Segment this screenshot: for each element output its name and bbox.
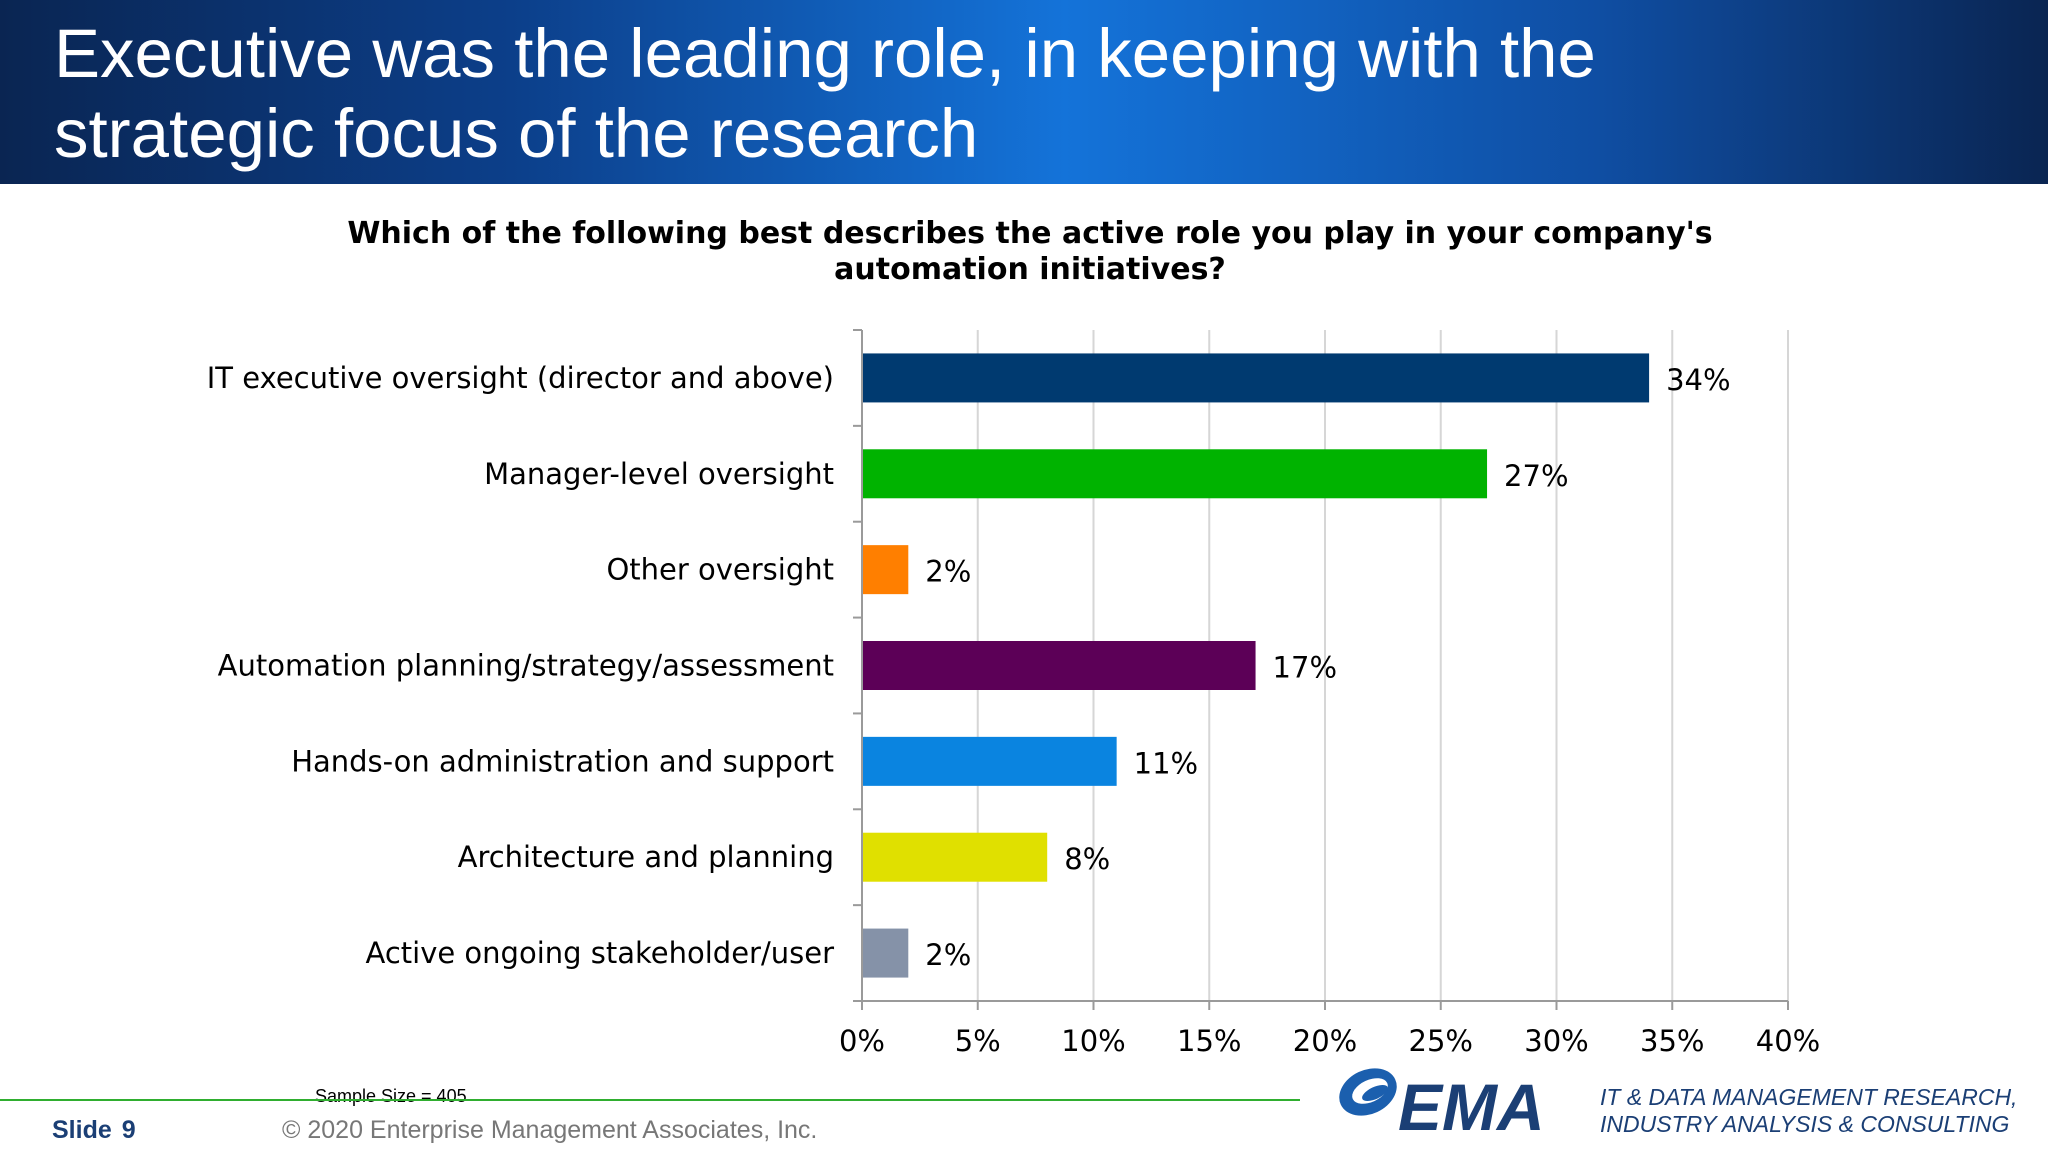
value-label: 11% bbox=[1134, 746, 1198, 780]
survey-question-line-2: automation initiatives? bbox=[834, 252, 1226, 287]
bar bbox=[863, 928, 909, 978]
logo-wordmark: EMA bbox=[1398, 1070, 1545, 1138]
bar bbox=[863, 641, 1256, 690]
x-tick-label: 35% bbox=[1640, 1024, 1704, 1058]
bar bbox=[863, 449, 1488, 499]
sample-size-note: Sample Size = 405 bbox=[315, 1086, 467, 1106]
category-label: Architecture and planning bbox=[458, 840, 834, 874]
category-label: Automation planning/strategy/assessment bbox=[218, 649, 834, 683]
survey-question: Which of the following best describes th… bbox=[300, 216, 1760, 288]
value-label: 8% bbox=[1064, 842, 1110, 876]
tagline-line-1: IT & DATA MANAGEMENT RESEARCH, bbox=[1600, 1084, 2018, 1110]
slide-title: Executive was the leading role, in keepi… bbox=[54, 14, 1754, 174]
slide-title-line-2: strategic focus of the research bbox=[54, 95, 979, 172]
bar-chart: 0% 5% 10% 15% 20% 25% 30% 35% 40% IT executive ov… bbox=[207, 329, 1820, 1058]
title-banner: Executive was the leading role, in keepi… bbox=[0, 0, 2048, 184]
value-label: 17% bbox=[1273, 651, 1337, 685]
slide-number: Slide 9 bbox=[52, 1116, 136, 1145]
value-label: 34% bbox=[1666, 363, 1730, 397]
slide-title-line-1: Executive was the leading role, in keepi… bbox=[54, 15, 1596, 92]
x-tick-label: 30% bbox=[1524, 1024, 1588, 1058]
slide-number-value: 9 bbox=[121, 1116, 136, 1144]
category-label: Hands-on administration and support bbox=[291, 744, 834, 778]
bar bbox=[863, 545, 909, 595]
slide-label: Slide bbox=[52, 1116, 112, 1144]
category-label: Other oversight bbox=[606, 553, 834, 587]
category-label: Manager-level oversight bbox=[484, 457, 834, 491]
survey-question-line-1: Which of the following best describes th… bbox=[347, 216, 1713, 251]
x-tick-label: 0% bbox=[839, 1024, 885, 1058]
x-tick-label: 20% bbox=[1293, 1024, 1357, 1058]
bar bbox=[863, 832, 1048, 882]
x-tick-label: 40% bbox=[1756, 1024, 1820, 1058]
x-tick-label: 5% bbox=[955, 1024, 1001, 1058]
x-tick-label: 15% bbox=[1177, 1024, 1241, 1058]
x-tick-label: 25% bbox=[1409, 1024, 1473, 1058]
company-tagline: IT & DATA MANAGEMENT RESEARCH, INDUSTRY … bbox=[1600, 1084, 2040, 1138]
bar bbox=[863, 736, 1117, 786]
value-label: 2% bbox=[925, 555, 971, 589]
value-label: 27% bbox=[1504, 459, 1568, 493]
ema-logo: EMA bbox=[1339, 1068, 1545, 1138]
x-tick-label: 10% bbox=[1061, 1024, 1125, 1058]
category-label: Active ongoing stakeholder/user bbox=[366, 936, 835, 970]
copyright-text: © 2020 Enterprise Management Associates,… bbox=[282, 1116, 818, 1144]
category-label: IT executive oversight (director and abo… bbox=[207, 361, 834, 395]
bar bbox=[863, 353, 1650, 403]
footer-divider bbox=[0, 1099, 1300, 1101]
tagline-line-2: INDUSTRY ANALYSIS & CONSULTING bbox=[1600, 1111, 2010, 1137]
value-label: 2% bbox=[925, 938, 971, 972]
